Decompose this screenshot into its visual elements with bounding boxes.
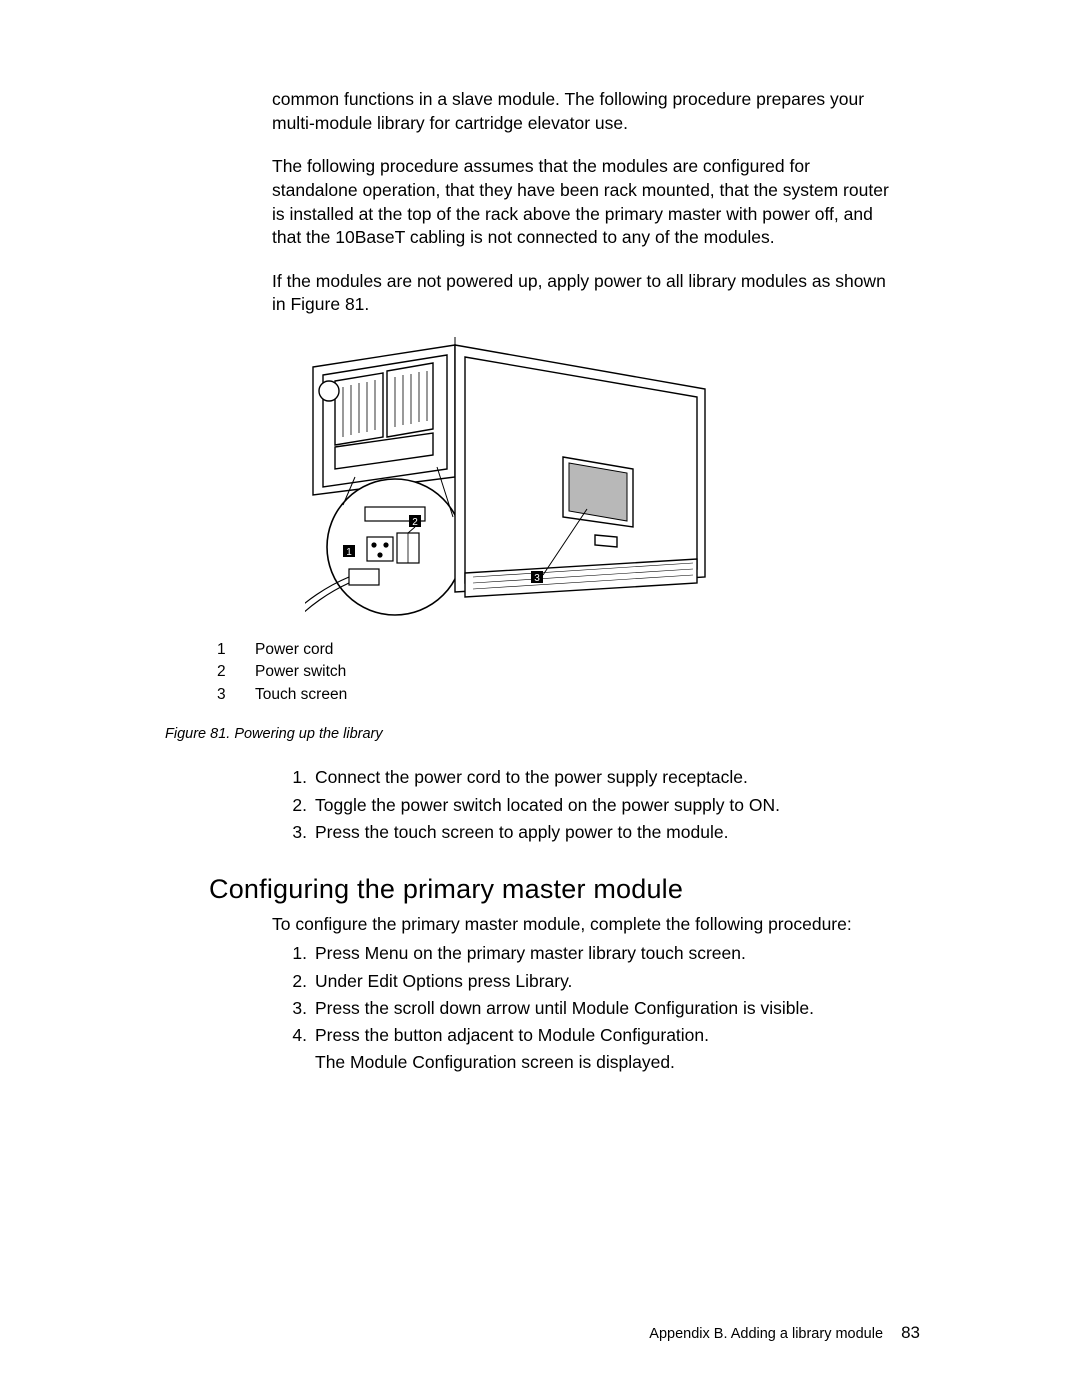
list-text: Toggle the power switch located on the p… <box>315 792 892 819</box>
list-item: 1.Press Menu on the primary master libra… <box>287 940 892 967</box>
list-item: 3.Press the touch screen to apply power … <box>287 819 892 846</box>
page-footer: Appendix B. Adding a library module 83 <box>649 1323 920 1343</box>
intro-2: To configure the primary master module, … <box>272 913 892 937</box>
callout-1: 1 <box>346 547 352 558</box>
list-num: 3. <box>287 819 315 846</box>
list-item: 1.Connect the power cord to the power su… <box>287 764 892 791</box>
section-heading: Configuring the primary master module <box>209 874 920 905</box>
page-number: 83 <box>887 1323 920 1342</box>
power-steps-list: 1.Connect the power cord to the power su… <box>287 764 892 845</box>
callout-2: 2 <box>412 517 418 528</box>
legend-row: 2 Power switch <box>165 661 920 683</box>
legend-row: 1 Power cord <box>165 639 920 661</box>
legend-label: Power cord <box>255 639 333 661</box>
figure-caption: Figure 81. Powering up the library <box>165 726 920 742</box>
list-item: 4.Press the button adjacent to Module Co… <box>287 1022 892 1076</box>
list-text: Press the button adjacent to Module Conf… <box>315 1022 892 1076</box>
paragraph-1: common functions in a slave module. The … <box>272 88 892 135</box>
list-text: Press the scroll down arrow until Module… <box>315 995 892 1022</box>
figure-81-svg: 1 2 <box>305 337 725 617</box>
paragraph-3: If the modules are not powered up, apply… <box>272 270 892 317</box>
list-item: 2.Toggle the power switch located on the… <box>287 792 892 819</box>
paragraph-2: The following procedure assumes that the… <box>272 155 892 250</box>
figure-legend: 1 Power cord 2 Power switch 3 Touch scre… <box>165 639 920 706</box>
legend-num: 1 <box>165 639 255 661</box>
footer-text: Appendix B. Adding a library module <box>649 1326 883 1342</box>
list-text: Press Menu on the primary master library… <box>315 940 892 967</box>
list-num: 4. <box>287 1022 315 1076</box>
list-num: 1. <box>287 764 315 791</box>
list-item: 3.Press the scroll down arrow until Modu… <box>287 995 892 1022</box>
list-num: 2. <box>287 792 315 819</box>
intro-text: To configure the primary master module, … <box>272 913 892 937</box>
list-num: 3. <box>287 995 315 1022</box>
figure-81: 1 2 <box>305 337 920 617</box>
config-steps-list: 1.Press Menu on the primary master libra… <box>287 940 892 1076</box>
legend-num: 3 <box>165 684 255 706</box>
page: common functions in a slave module. The … <box>0 0 1080 1397</box>
list-num: 2. <box>287 968 315 995</box>
callout-3: 3 <box>534 573 540 584</box>
list-text: Under Edit Options press Library. <box>315 968 892 995</box>
list-text: Press the touch screen to apply power to… <box>315 819 892 846</box>
legend-num: 2 <box>165 661 255 683</box>
legend-label: Power switch <box>255 661 346 683</box>
list-item: 2.Under Edit Options press Library. <box>287 968 892 995</box>
body-text-block: common functions in a slave module. The … <box>272 88 892 317</box>
list-text: Connect the power cord to the power supp… <box>315 764 892 791</box>
legend-row: 3 Touch screen <box>165 684 920 706</box>
legend-label: Touch screen <box>255 684 347 706</box>
list-num: 1. <box>287 940 315 967</box>
